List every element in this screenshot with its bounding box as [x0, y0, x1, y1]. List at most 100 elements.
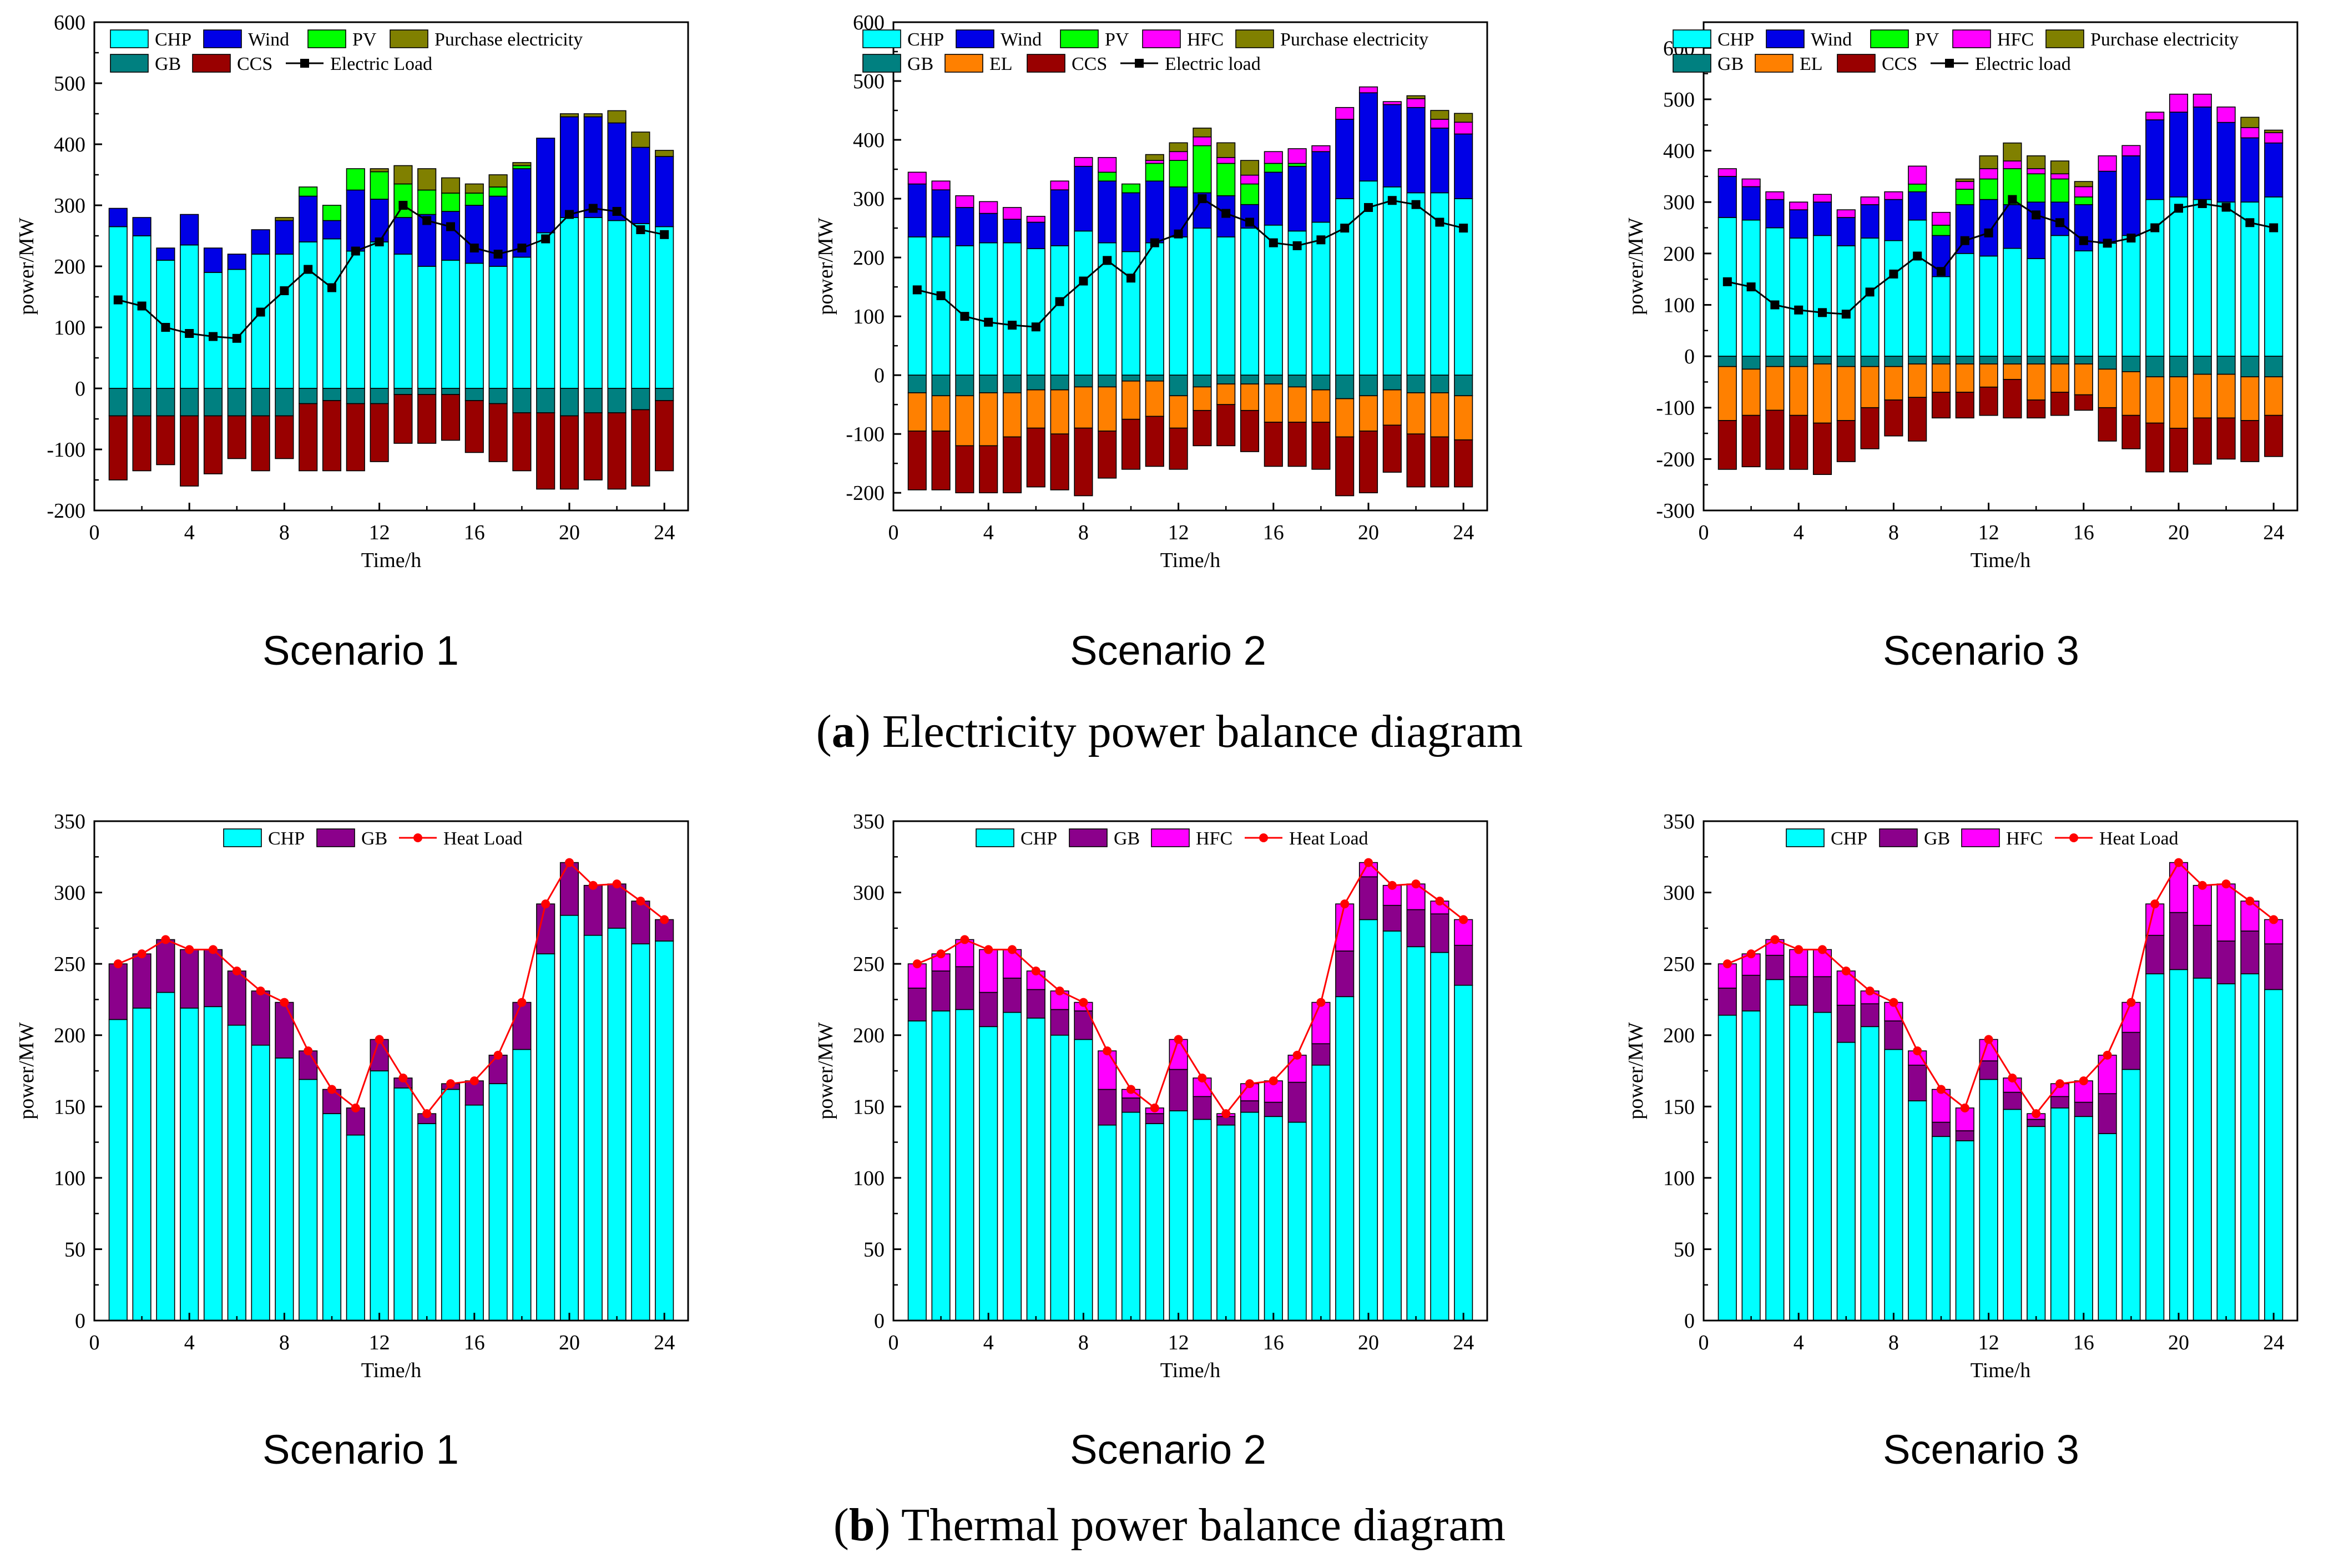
load-point-t16	[2079, 1076, 2088, 1085]
electric-chart-scenario-3: 0 4 8 12 16 20 24 -300 -200 -100 0 100 200 300 400 500 6…	[1609, 11, 2320, 577]
y-tick-label: 500	[54, 72, 85, 95]
bar-chp-t20	[559, 914, 579, 1321]
bar-ccs-t21	[583, 412, 603, 480]
load-point-t18	[1316, 998, 1326, 1007]
bar-el-t17	[1287, 386, 1307, 423]
caption-a-text: Electricity power balance diagram	[870, 706, 1523, 757]
bar-wind-t17	[1287, 165, 1307, 232]
y-tick-label: 200	[1663, 242, 1695, 266]
x-tick-label: 0	[1699, 521, 1709, 544]
bar-gb-t8	[1884, 1020, 1903, 1050]
bar-ccs-t2	[931, 431, 951, 490]
bar-purchase-electricity-t14	[2027, 155, 2046, 169]
legend-label-wind: Wind	[1001, 29, 1042, 50]
y-tick-label: -200	[1656, 448, 1695, 471]
bar-wind-t16	[464, 205, 484, 264]
legend-label-gb: GB	[907, 54, 933, 74]
heat-chart-scenario-3-svg: 0 4 8 12 16 20 24 0 50 100 150 200 250 300 350 Time/h po…	[1624, 810, 2298, 1382]
legend: CHP Wind PV Purchase electricity GB CCS Electr…	[110, 29, 583, 74]
legend-swatch-chp	[1786, 828, 1825, 847]
bar-chp-t18	[1311, 221, 1331, 376]
bar-chp-t16	[464, 262, 484, 389]
bar-purchase-electricity-t13	[393, 165, 413, 185]
load-point-t24	[1459, 915, 1468, 924]
bar-hfc-t23	[1430, 119, 1449, 129]
bar-chp-t12	[370, 1070, 389, 1321]
bar-chp-t6	[227, 269, 246, 389]
bar-ccs-t19	[536, 412, 555, 490]
load-point-t7	[1865, 987, 1875, 995]
bar-chp-t22	[607, 220, 627, 389]
bar-purchase-electricity-t14	[1216, 142, 1236, 158]
bar-gb-t5	[203, 388, 223, 417]
bar-el-t5	[1002, 392, 1022, 438]
bar-gb-t4	[180, 949, 199, 1009]
bar-hfc-t24	[1454, 919, 1473, 946]
bar-ccs-t17	[488, 403, 508, 462]
bar-wind-t4	[1789, 209, 1808, 239]
load-point-t23	[1435, 218, 1444, 227]
bar-hfc-t1	[1717, 168, 1737, 177]
bar-el-t10	[1121, 380, 1141, 420]
bar-el-t19	[1335, 398, 1355, 438]
bar-hfc-t21	[1382, 101, 1402, 105]
bar-wind-t22	[1406, 107, 1426, 194]
bar-chp-t20	[1358, 919, 1378, 1321]
load-point-t16	[469, 244, 479, 252]
x-tick-label: 0	[89, 1331, 100, 1354]
y-tick-label: 0	[1684, 345, 1695, 368]
load-point-t23	[2245, 897, 2255, 906]
load-point-t9	[1103, 256, 1112, 265]
load-point-t5	[1818, 308, 1827, 317]
load-point-t2	[1746, 949, 1756, 959]
load-point-t20	[565, 210, 574, 219]
legend-label-chp: CHP	[268, 828, 305, 849]
y-tick-label: 100	[853, 1167, 885, 1190]
load-point-t7	[1865, 287, 1875, 297]
x-tick-label: 4	[184, 1331, 195, 1354]
bar-chp-t9	[299, 241, 318, 389]
bar-pv-t16	[464, 193, 484, 206]
bar-ccs-t16	[1264, 422, 1283, 467]
bar-el-t12	[1169, 395, 1188, 429]
load-point-t21	[588, 881, 598, 890]
x-tick-label: 24	[654, 1331, 675, 1354]
bar-ccs-t19	[1335, 436, 1355, 497]
bar-hfc-t15	[1240, 174, 1260, 185]
load-point-t22	[1411, 200, 1421, 209]
bar-chp-t18	[2121, 1069, 2141, 1321]
bar-gb-t24	[655, 388, 674, 401]
bar-chp-t10	[322, 1113, 342, 1321]
legend-swatch-pv	[307, 29, 346, 48]
x-tick-label: 20	[559, 1331, 580, 1354]
load-point-t14	[1221, 1109, 1231, 1119]
heat-chart-scenario-1-svg: 0 4 8 12 16 20 24 0 50 100 150 200 250 300 350 Time/h po…	[15, 810, 689, 1382]
load-point-t13	[2008, 195, 2017, 204]
bar-hfc-t18	[1311, 145, 1331, 153]
y-tick-label: 250	[54, 953, 85, 976]
y-axis-title: power/MW	[1624, 1022, 1648, 1119]
bar-pv-t13	[1193, 145, 1212, 194]
legend-swatch-ccs	[1837, 54, 1876, 73]
caption-a-letter: a	[831, 706, 855, 757]
bar-gb-t1	[108, 963, 128, 1020]
bar-chp-t24	[1454, 984, 1473, 1321]
load-point-t13	[398, 1073, 408, 1083]
load-point-t11	[1960, 236, 1969, 245]
y-tick-label: -200	[846, 482, 885, 505]
bar-chp-t21	[1382, 930, 1402, 1321]
bar-wind-t2	[1741, 186, 1761, 221]
bar-el-t8	[1074, 386, 1093, 429]
bar-chp-t15	[1240, 227, 1260, 376]
bar-gb-t9	[299, 388, 318, 404]
load-point-t1	[912, 285, 922, 295]
bar-ccs-t13	[1193, 409, 1212, 447]
bar-ccs-t22	[1406, 433, 1426, 488]
load-point-t16	[2079, 236, 2088, 245]
bar-gb-t4	[1789, 356, 1808, 367]
legend-label-purchase-electricity: Purchase electricity	[1280, 29, 1428, 50]
bar-chp-t19	[1335, 996, 1355, 1321]
load-point-t18	[517, 998, 527, 1007]
y-tick-label: -100	[846, 423, 885, 446]
bar-gb-t6	[227, 970, 246, 1026]
